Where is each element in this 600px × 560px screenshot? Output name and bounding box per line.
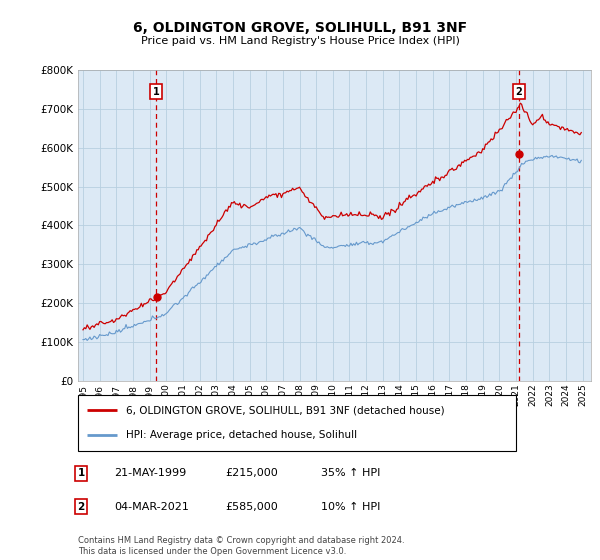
- Text: £215,000: £215,000: [225, 468, 278, 478]
- Text: Price paid vs. HM Land Registry's House Price Index (HPI): Price paid vs. HM Land Registry's House …: [140, 36, 460, 46]
- Text: 2: 2: [515, 87, 522, 97]
- Text: Contains HM Land Registry data © Crown copyright and database right 2024.
This d: Contains HM Land Registry data © Crown c…: [78, 536, 404, 556]
- Text: 10% ↑ HPI: 10% ↑ HPI: [321, 502, 380, 512]
- Text: £585,000: £585,000: [225, 502, 278, 512]
- FancyBboxPatch shape: [78, 395, 516, 451]
- Text: 2: 2: [77, 502, 85, 512]
- Text: 04-MAR-2021: 04-MAR-2021: [114, 502, 189, 512]
- Text: 21-MAY-1999: 21-MAY-1999: [114, 468, 186, 478]
- Text: 1: 1: [77, 468, 85, 478]
- Text: HPI: Average price, detached house, Solihull: HPI: Average price, detached house, Soli…: [126, 430, 358, 440]
- Text: 35% ↑ HPI: 35% ↑ HPI: [321, 468, 380, 478]
- Text: 1: 1: [152, 87, 160, 97]
- Text: 6, OLDINGTON GROVE, SOLIHULL, B91 3NF (detached house): 6, OLDINGTON GROVE, SOLIHULL, B91 3NF (d…: [126, 405, 445, 416]
- Text: 6, OLDINGTON GROVE, SOLIHULL, B91 3NF: 6, OLDINGTON GROVE, SOLIHULL, B91 3NF: [133, 21, 467, 35]
